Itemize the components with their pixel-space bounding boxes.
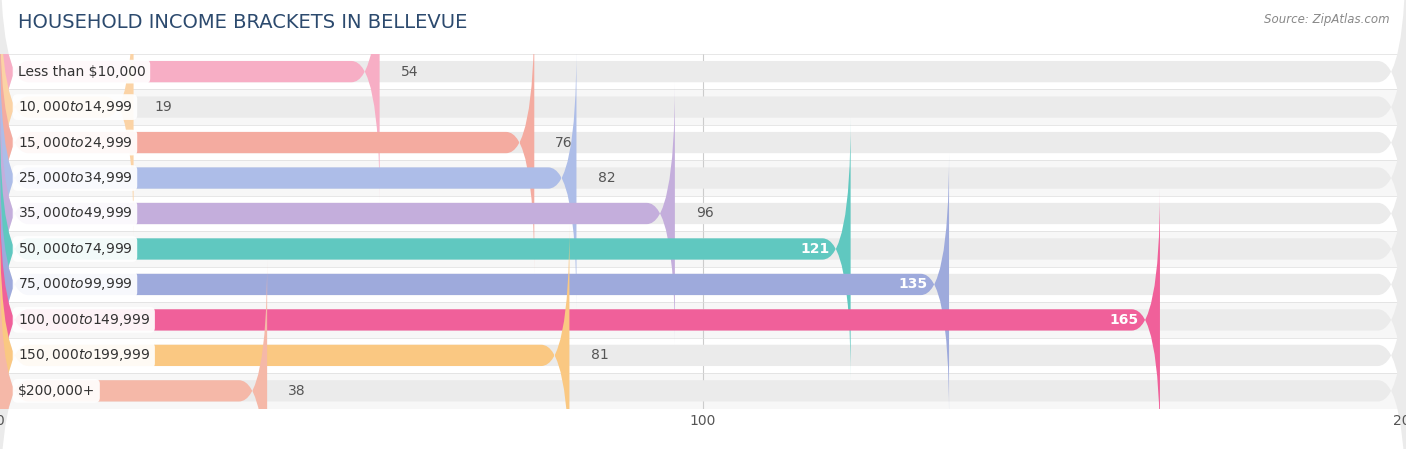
FancyBboxPatch shape	[0, 118, 851, 380]
Text: HOUSEHOLD INCOME BRACKETS IN BELLEVUE: HOUSEHOLD INCOME BRACKETS IN BELLEVUE	[18, 13, 468, 32]
Text: $25,000 to $34,999: $25,000 to $34,999	[17, 170, 132, 186]
FancyBboxPatch shape	[0, 11, 534, 274]
FancyBboxPatch shape	[0, 260, 267, 449]
Text: 121: 121	[800, 242, 830, 256]
Bar	[0, 373, 1406, 409]
FancyBboxPatch shape	[0, 11, 1406, 274]
Text: $15,000 to $24,999: $15,000 to $24,999	[17, 135, 132, 150]
Bar	[0, 302, 1406, 338]
Text: Source: ZipAtlas.com: Source: ZipAtlas.com	[1264, 13, 1389, 26]
Bar	[0, 125, 1406, 160]
Text: 19: 19	[155, 100, 173, 114]
Text: 165: 165	[1109, 313, 1139, 327]
Text: 81: 81	[591, 348, 609, 362]
FancyBboxPatch shape	[0, 0, 1406, 238]
Text: 38: 38	[288, 384, 307, 398]
Text: 82: 82	[598, 171, 616, 185]
Text: $100,000 to $149,999: $100,000 to $149,999	[17, 312, 150, 328]
FancyBboxPatch shape	[0, 260, 1406, 449]
Text: Less than $10,000: Less than $10,000	[17, 65, 145, 79]
Text: $50,000 to $74,999: $50,000 to $74,999	[17, 241, 132, 257]
FancyBboxPatch shape	[0, 189, 1160, 449]
FancyBboxPatch shape	[0, 153, 949, 416]
Text: 54: 54	[401, 65, 418, 79]
FancyBboxPatch shape	[0, 47, 1406, 309]
Text: $10,000 to $14,999: $10,000 to $14,999	[17, 99, 132, 115]
FancyBboxPatch shape	[0, 118, 1406, 380]
Bar	[0, 196, 1406, 231]
FancyBboxPatch shape	[0, 0, 134, 238]
Text: 76: 76	[555, 136, 574, 150]
Text: 135: 135	[898, 277, 928, 291]
Bar	[0, 231, 1406, 267]
Text: $75,000 to $99,999: $75,000 to $99,999	[17, 277, 132, 292]
FancyBboxPatch shape	[0, 0, 1406, 203]
Bar	[0, 160, 1406, 196]
FancyBboxPatch shape	[0, 82, 675, 345]
FancyBboxPatch shape	[0, 224, 569, 449]
Text: $150,000 to $199,999: $150,000 to $199,999	[17, 348, 150, 363]
Bar	[0, 54, 1406, 89]
FancyBboxPatch shape	[0, 47, 576, 309]
FancyBboxPatch shape	[0, 224, 1406, 449]
FancyBboxPatch shape	[0, 189, 1406, 449]
Text: $200,000+: $200,000+	[17, 384, 96, 398]
FancyBboxPatch shape	[0, 82, 1406, 345]
Bar	[0, 267, 1406, 302]
Bar	[0, 338, 1406, 373]
Text: $35,000 to $49,999: $35,000 to $49,999	[17, 206, 132, 221]
FancyBboxPatch shape	[0, 153, 1406, 416]
FancyBboxPatch shape	[0, 0, 380, 203]
Bar	[0, 89, 1406, 125]
Text: 96: 96	[696, 207, 714, 220]
